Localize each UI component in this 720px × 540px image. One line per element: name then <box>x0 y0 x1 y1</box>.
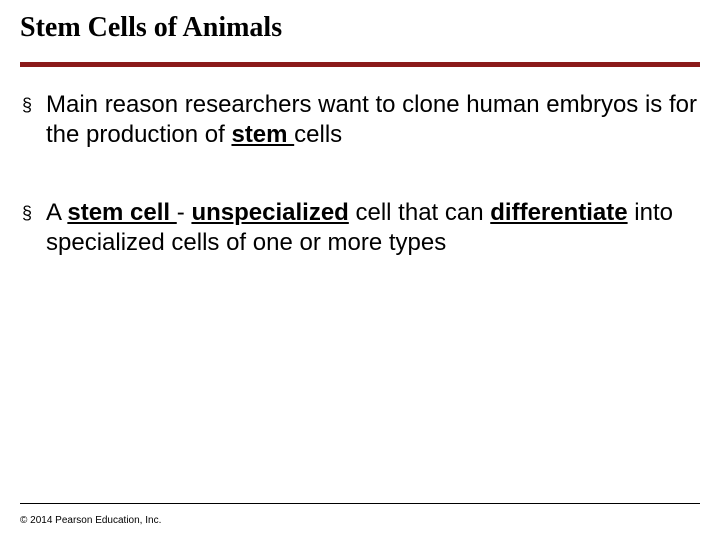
slide-body: § Main reason researchers want to clone … <box>20 90 700 306</box>
text-run: differentiate <box>490 199 627 226</box>
text-run: - <box>177 199 192 226</box>
footer-divider <box>20 503 700 504</box>
copyright-text: © 2014 Pearson Education, Inc. <box>20 515 161 526</box>
bullet-marker: § <box>20 90 46 120</box>
text-run: unspecialized <box>191 199 348 226</box>
text-run: Main reason researchers want to clone hu… <box>46 91 697 148</box>
bullet-item: § A stem cell - unspecialized cell that … <box>20 198 700 258</box>
text-run: stem <box>231 121 294 148</box>
bullet-item: § Main reason researchers want to clone … <box>20 90 700 150</box>
bullet-marker: § <box>20 198 46 228</box>
text-run: cells <box>294 121 342 148</box>
bullet-text: Main reason researchers want to clone hu… <box>46 90 700 150</box>
text-run: stem cell <box>67 199 176 226</box>
text-run: A <box>46 199 67 226</box>
bullet-text: A stem cell - unspecialized cell that ca… <box>46 198 700 258</box>
text-run: cell that can <box>349 199 490 226</box>
slide: Stem Cells of Animals § Main reason rese… <box>0 0 720 540</box>
slide-title: Stem Cells of Animals <box>20 12 282 44</box>
title-divider <box>20 62 700 67</box>
